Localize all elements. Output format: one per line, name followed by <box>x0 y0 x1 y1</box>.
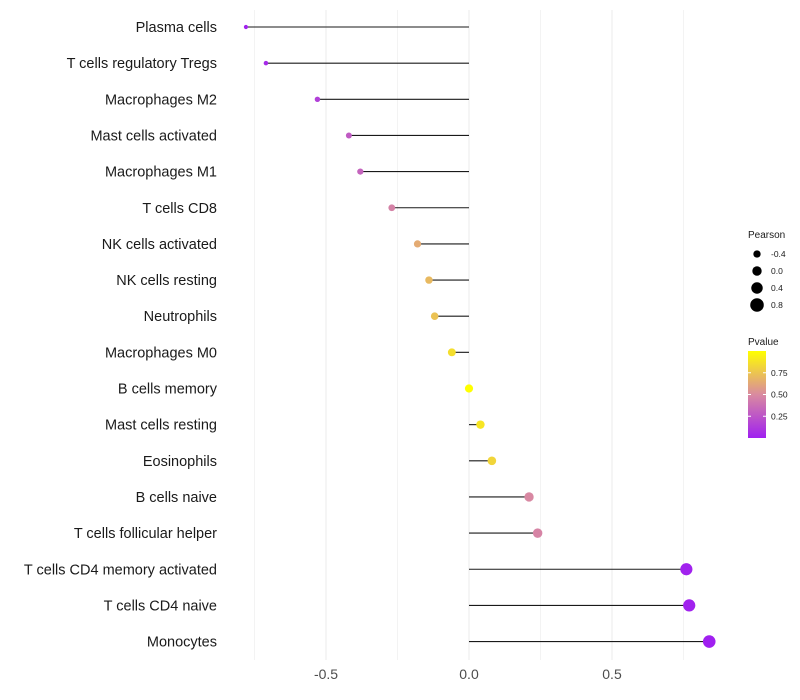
legend-colorbar-label: 0.50 <box>771 390 788 400</box>
lollipop-point <box>532 528 543 538</box>
lollipop-point <box>447 348 456 357</box>
legend-size-key <box>752 266 762 276</box>
x-tick-label: 0.0 <box>459 666 479 682</box>
category-axis: Plasma cells T cells regulatory Tregs Macr… <box>24 20 218 651</box>
category-label: Plasma cells <box>136 20 217 36</box>
lollipop-point <box>487 456 497 466</box>
x-tick-label: -0.5 <box>314 666 338 682</box>
category-label: B cells memory <box>118 382 218 398</box>
category-label: Mast cells activated <box>90 128 217 144</box>
lollipop-point <box>314 96 321 103</box>
legend-pearson: Pearson -0.4 0.0 0.4 0.8 <box>748 230 786 312</box>
category-label: T cells follicular helper <box>74 526 217 542</box>
lollipop-point <box>243 24 248 30</box>
category-label: Eosinophils <box>143 454 217 470</box>
legend-size-label: 0.8 <box>771 300 783 310</box>
lollipop-point <box>413 240 422 248</box>
legend-colorbar <box>748 351 766 438</box>
category-label: Macrophages M1 <box>105 165 217 181</box>
category-label: T cells regulatory Tregs <box>67 56 217 72</box>
stem-layer <box>245 26 710 643</box>
category-label: B cells naive <box>136 490 217 506</box>
category-label: T cells CD4 memory activated <box>24 562 217 578</box>
lollipop-point <box>683 599 696 612</box>
legend-size-key <box>751 282 763 294</box>
lollipop-point <box>357 168 364 175</box>
lollipop-point <box>430 312 439 320</box>
legend-size-label: -0.4 <box>771 249 786 259</box>
lollipop-point <box>524 492 534 502</box>
x-axis: -0.5 0.0 0.5 <box>314 666 622 682</box>
legend-colorbar-label: 0.75 <box>771 368 788 378</box>
point-layer <box>243 24 716 648</box>
legend-size-label: 0.4 <box>771 283 783 293</box>
category-label: NK cells activated <box>102 237 217 253</box>
lollipop-point <box>464 384 474 393</box>
lollipop-point <box>680 563 693 576</box>
lollipop-point <box>388 204 396 212</box>
lollipop-point <box>263 60 269 66</box>
legend-size-key <box>750 298 764 312</box>
legend-colorbar-label: 0.25 <box>771 411 788 421</box>
category-label: Monocytes <box>147 635 217 651</box>
category-label: Macrophages M0 <box>105 345 217 361</box>
category-label: Macrophages M2 <box>105 92 217 108</box>
lollipop-point <box>425 276 433 284</box>
category-label: Mast cells resting <box>105 418 217 434</box>
category-label: NK cells resting <box>116 273 217 289</box>
lollipop-point <box>476 420 485 429</box>
legend-pearson-title: Pearson <box>748 230 785 241</box>
legend-pvalue-title: Pvalue <box>748 337 779 348</box>
grid-layer <box>254 10 684 660</box>
category-label: T cells CD4 naive <box>104 598 217 614</box>
lollipop-point <box>702 635 716 648</box>
legend-size-key <box>753 250 761 258</box>
lollipop-point <box>345 132 352 139</box>
legend-pvalue: Pvalue 0.25 0.50 0.75 <box>748 337 788 438</box>
category-label: Neutrophils <box>144 309 217 325</box>
x-tick-label: 0.5 <box>602 666 622 682</box>
category-label: T cells CD8 <box>142 201 217 217</box>
legend-size-label: 0.0 <box>771 266 783 276</box>
